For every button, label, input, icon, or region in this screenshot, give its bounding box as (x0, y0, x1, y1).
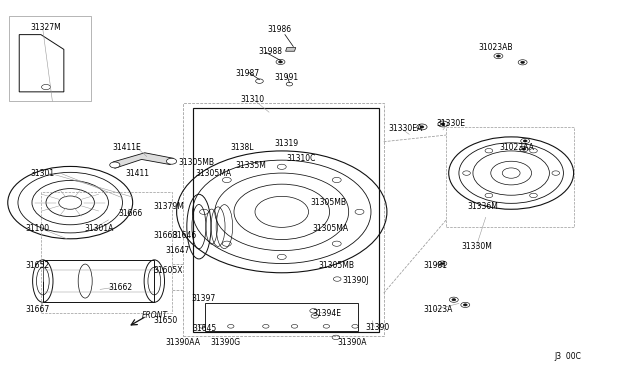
Text: 31319: 31319 (274, 139, 298, 148)
Text: 31394E: 31394E (312, 309, 341, 318)
Text: 31379M: 31379M (153, 202, 184, 211)
Bar (9, 16, 91, 101)
Text: 31652: 31652 (26, 261, 50, 270)
Text: J3  00C: J3 00C (554, 352, 581, 361)
Text: 31336M: 31336M (468, 202, 499, 211)
Text: 31390G: 31390G (211, 339, 241, 347)
Circle shape (452, 299, 456, 301)
Bar (183, 103, 384, 336)
Circle shape (522, 148, 526, 150)
Text: 31305MA: 31305MA (312, 224, 348, 233)
Bar (205, 304, 358, 331)
Text: 31305MB: 31305MB (179, 157, 214, 167)
Text: 31667: 31667 (26, 305, 50, 314)
Text: 31330E: 31330E (436, 119, 465, 128)
Circle shape (166, 158, 177, 164)
Text: 31662: 31662 (108, 283, 132, 292)
Circle shape (524, 140, 527, 142)
Circle shape (463, 304, 467, 306)
Text: 31023A: 31023A (423, 305, 452, 314)
Text: 31100: 31100 (26, 224, 50, 233)
Text: 31335M: 31335M (236, 161, 267, 170)
Circle shape (440, 262, 444, 264)
Text: 31310C: 31310C (287, 154, 316, 163)
Text: 31397: 31397 (191, 294, 216, 303)
Text: 31310: 31310 (241, 95, 264, 104)
Text: 31390: 31390 (366, 323, 390, 331)
Bar (43, 260, 154, 302)
Text: 31605X: 31605X (153, 266, 182, 275)
Text: 31668: 31668 (153, 231, 177, 240)
Circle shape (441, 123, 445, 125)
Text: 31305MB: 31305MB (310, 198, 346, 207)
Circle shape (420, 126, 424, 128)
Text: 31981: 31981 (423, 261, 447, 270)
Text: 31986: 31986 (268, 25, 292, 33)
Circle shape (109, 162, 120, 168)
Text: 31666: 31666 (118, 209, 142, 218)
Text: 31987: 31987 (236, 69, 260, 78)
Text: 31411E: 31411E (113, 143, 141, 152)
Text: 31390A: 31390A (338, 339, 367, 347)
Text: 31301A: 31301A (84, 224, 114, 233)
Text: 31988: 31988 (258, 47, 282, 56)
Circle shape (521, 61, 525, 63)
Text: 31390J: 31390J (342, 276, 369, 285)
Text: 31991: 31991 (274, 73, 298, 81)
Text: 31390AA: 31390AA (166, 339, 201, 347)
Text: 31327M: 31327M (30, 23, 61, 32)
Bar (446, 127, 573, 227)
Polygon shape (285, 48, 296, 51)
Text: FRONT: FRONT (141, 311, 168, 320)
Text: 31647: 31647 (166, 246, 190, 255)
Text: 31330EA: 31330EA (389, 124, 423, 133)
Text: 31645: 31645 (193, 324, 217, 333)
Polygon shape (113, 153, 173, 168)
Text: 3138L: 3138L (231, 143, 254, 152)
Circle shape (278, 61, 282, 63)
Text: 31330M: 31330M (461, 243, 492, 251)
Text: 31305MB: 31305MB (319, 261, 355, 270)
Text: 31411: 31411 (125, 169, 150, 177)
Text: 31023AB: 31023AB (478, 43, 513, 52)
Text: 31301: 31301 (30, 169, 54, 177)
Text: 31650: 31650 (153, 316, 177, 325)
Bar (41, 192, 172, 313)
Text: 31023AA: 31023AA (500, 143, 534, 152)
Circle shape (497, 55, 500, 57)
Text: 31305MA: 31305MA (196, 169, 232, 177)
Text: 31646: 31646 (172, 231, 196, 240)
